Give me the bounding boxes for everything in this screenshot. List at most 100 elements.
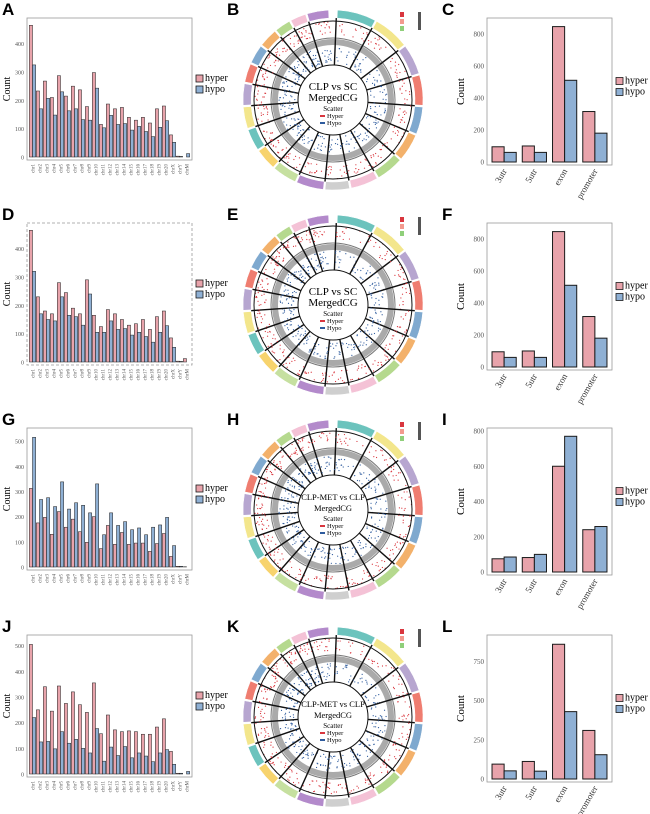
- hypo-scatter-point: [286, 81, 287, 82]
- hypo-scatter-point: [325, 356, 326, 357]
- panel-letter-i: I: [442, 410, 447, 430]
- hyper-scatter-point: [393, 744, 394, 745]
- hypo-scatter-point: [338, 267, 339, 268]
- hyper-scatter-point: [301, 237, 302, 238]
- hyper-scatter-point: [294, 453, 295, 454]
- hypo-scatter-point: [317, 458, 318, 459]
- hyper-scatter-point: [325, 784, 326, 785]
- chart-j: 0100200300400500Countchr1 chr2 chr3 chr4 chr…: [0, 617, 235, 814]
- hyper-scatter-point: [260, 491, 261, 492]
- hyper-scatter-point: [264, 294, 265, 295]
- hyper-scatter-point: [316, 578, 317, 579]
- hypo-scatter-point: [304, 135, 305, 136]
- hypo-scatter-point: [336, 666, 337, 667]
- hyper-scatter-point: [344, 172, 345, 173]
- hyper-scatter-point: [379, 257, 380, 258]
- hypo-scatter-point: [371, 295, 372, 296]
- hypo-scatter-point: [284, 694, 285, 695]
- hyper-scatter-point: [393, 475, 394, 476]
- hypo-scatter-point: [293, 717, 294, 718]
- bar-hypo-chr3: [47, 98, 50, 157]
- density-legend-swatch: [400, 636, 404, 641]
- hypo-scatter-point: [359, 135, 360, 136]
- hyper-scatter-point: [330, 32, 331, 33]
- y-tick-label: 300: [15, 276, 24, 282]
- hypo-scatter-point: [312, 470, 313, 471]
- bar-hyper-5utr: [522, 146, 534, 162]
- hypo-scatter-point: [382, 528, 383, 529]
- hyper-scatter-point: [375, 162, 376, 163]
- hyper-scatter-point: [287, 665, 288, 666]
- hypo-scatter-point: [381, 717, 382, 718]
- hypo-scatter-point: [353, 679, 354, 680]
- hyper-scatter-point: [408, 723, 409, 724]
- bar-hypo-promoter: [595, 338, 607, 367]
- legend-swatch-hyper: [616, 78, 623, 85]
- hypo-scatter-point: [330, 663, 331, 664]
- hypo-scatter-point: [295, 744, 296, 745]
- hyper-scatter-point: [264, 478, 265, 479]
- hyper-scatter-point: [275, 676, 276, 677]
- hypo-scatter-point: [313, 353, 314, 354]
- hyper-scatter-point: [400, 122, 401, 123]
- bar-hypo-chr19: [159, 525, 162, 567]
- bar-hyper-chr17: [141, 117, 144, 157]
- hypo-scatter-point: [303, 753, 304, 754]
- hypo-scatter-point: [378, 121, 379, 122]
- hyper-scatter-point: [320, 786, 321, 787]
- hyper-scatter-point: [308, 447, 309, 448]
- hypo-scatter-point: [353, 753, 354, 754]
- circos-plot-k: CLP-MET vs CLPMergedCGScatterHyperHypo: [235, 617, 440, 814]
- hyper-scatter-point: [285, 157, 286, 158]
- hypo-scatter-point: [316, 65, 317, 66]
- hyper-scatter-point: [398, 548, 399, 549]
- hypo-scatter-point: [364, 333, 365, 334]
- hypo-scatter-point: [370, 106, 371, 107]
- hypo-scatter-point: [294, 690, 295, 691]
- hyper-scatter-point: [399, 507, 400, 508]
- hyper-scatter-point: [258, 524, 259, 525]
- hypo-scatter-point: [329, 464, 330, 465]
- hyper-scatter-point: [380, 569, 381, 570]
- chromosome-segment: [251, 251, 267, 270]
- hypo-scatter-point: [308, 266, 309, 267]
- hypo-scatter-point: [375, 106, 376, 107]
- hyper-scatter-point: [330, 172, 331, 173]
- hypo-scatter-point: [355, 55, 356, 56]
- hyper-scatter-point: [398, 472, 399, 473]
- hyper-scatter-point: [274, 554, 275, 555]
- hypo-scatter-point: [280, 499, 281, 500]
- hypo-scatter-point: [290, 538, 291, 539]
- hyper-scatter-point: [382, 567, 383, 568]
- hyper-scatter-point: [382, 145, 383, 146]
- hypo-scatter-point: [287, 86, 288, 87]
- hyper-scatter-point: [378, 362, 379, 363]
- x-tick-label: chr17: [144, 781, 149, 793]
- hyper-scatter-point: [265, 73, 266, 74]
- hyper-scatter-point: [266, 278, 267, 279]
- hyper-scatter-point: [383, 764, 384, 765]
- hyper-scatter-point: [293, 43, 294, 44]
- chromosome-segment: [297, 585, 324, 599]
- hyper-scatter-point: [402, 304, 403, 305]
- hypo-scatter-point: [385, 110, 386, 111]
- hyper-scatter-point: [403, 272, 404, 273]
- x-tick-label: chr20: [165, 781, 170, 793]
- bar-hyper-chr10: [92, 73, 95, 157]
- hypo-scatter-point: [324, 358, 325, 359]
- hypo-scatter-point: [325, 556, 326, 557]
- y-tick-label: 750: [474, 658, 485, 666]
- hypo-scatter-point: [294, 274, 295, 275]
- hyper-scatter-point: [261, 483, 262, 484]
- hypo-scatter-point: [386, 508, 387, 509]
- hyper-scatter-point: [357, 369, 358, 370]
- hypo-scatter-point: [290, 310, 291, 311]
- hyper-scatter-point: [375, 242, 376, 243]
- hyper-scatter-point: [289, 657, 290, 658]
- x-tick-label: chrM: [186, 780, 191, 791]
- hyper-scatter-point: [271, 345, 272, 346]
- chromosome-segment: [307, 10, 329, 21]
- y-tick-label: 300: [15, 490, 24, 496]
- hyper-scatter-point: [320, 30, 321, 31]
- hyper-scatter-point: [291, 454, 292, 455]
